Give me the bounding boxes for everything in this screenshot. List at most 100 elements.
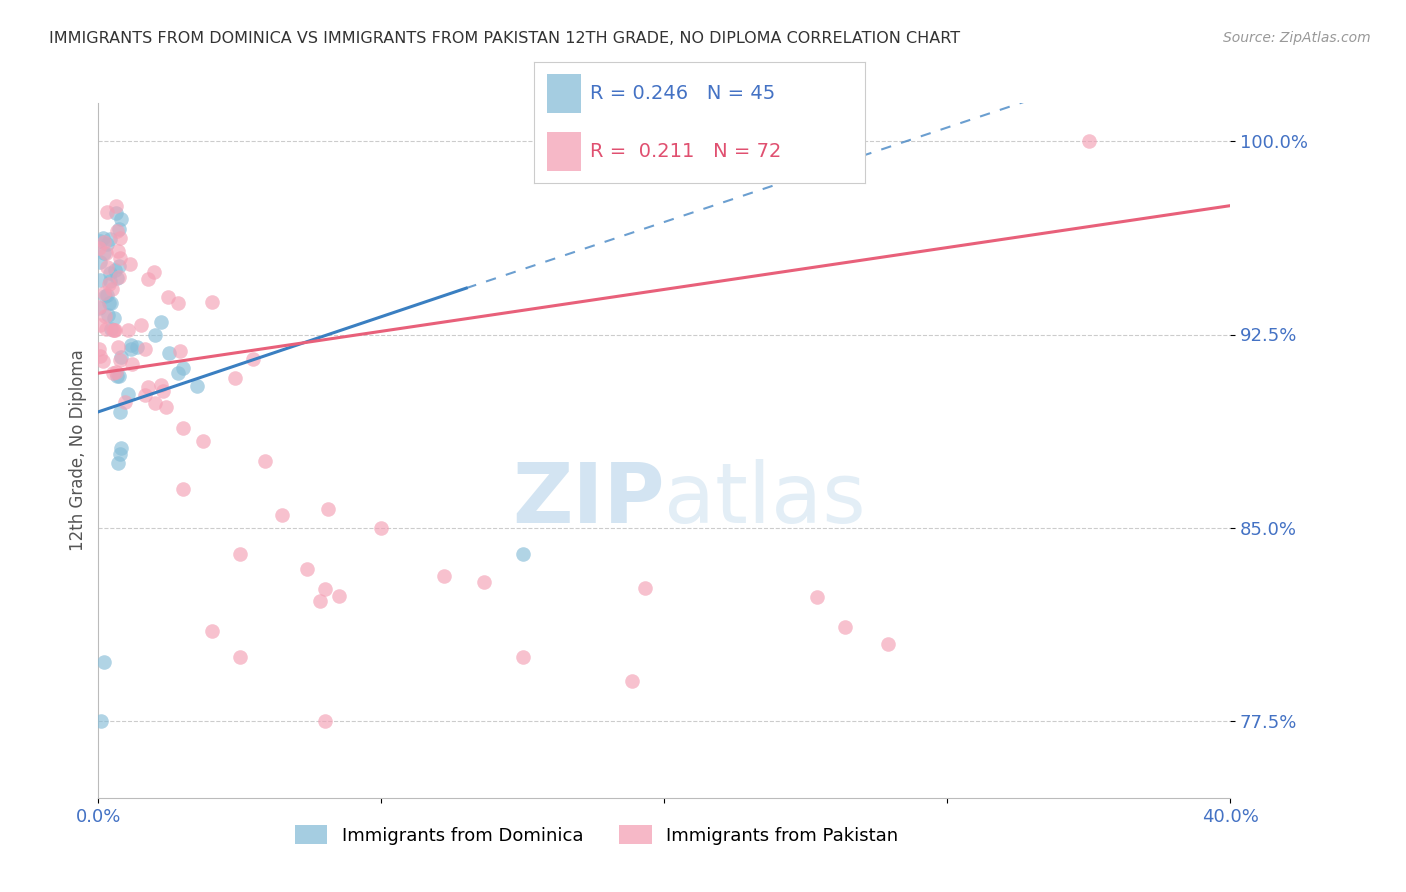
Point bbox=[105, 270, 128, 285]
Point bbox=[110, 352, 132, 367]
Text: R = 0.246   N = 45: R = 0.246 N = 45 bbox=[591, 84, 776, 103]
Point bbox=[129, 318, 152, 332]
Point bbox=[370, 521, 392, 535]
Point bbox=[96, 205, 118, 219]
Point bbox=[224, 370, 246, 384]
Point bbox=[634, 582, 657, 596]
Point bbox=[172, 420, 194, 434]
Point bbox=[89, 342, 111, 356]
Text: IMMIGRANTS FROM DOMINICA VS IMMIGRANTS FROM PAKISTAN 12TH GRADE, NO DIPLOMA CORR: IMMIGRANTS FROM DOMINICA VS IMMIGRANTS F… bbox=[49, 31, 960, 46]
Point bbox=[512, 547, 534, 561]
Point bbox=[121, 357, 143, 371]
Point bbox=[87, 300, 110, 314]
Point bbox=[97, 277, 120, 291]
Point bbox=[134, 388, 156, 402]
Point bbox=[172, 482, 194, 496]
Point bbox=[89, 273, 111, 287]
Point bbox=[94, 246, 117, 260]
Point bbox=[167, 295, 190, 310]
Point bbox=[97, 308, 120, 322]
Point bbox=[512, 649, 534, 664]
Point bbox=[328, 590, 350, 604]
Point bbox=[105, 368, 128, 383]
Point bbox=[96, 237, 118, 252]
Point bbox=[169, 343, 191, 358]
Point bbox=[110, 211, 132, 226]
Point bbox=[108, 270, 131, 285]
Legend: Immigrants from Dominica, Immigrants from Pakistan: Immigrants from Dominica, Immigrants fro… bbox=[287, 818, 905, 852]
Point bbox=[229, 547, 252, 561]
Point bbox=[314, 582, 336, 596]
Point bbox=[101, 323, 124, 337]
Point bbox=[104, 262, 127, 277]
Point bbox=[229, 649, 252, 664]
Point bbox=[108, 259, 131, 273]
Point bbox=[877, 637, 900, 651]
Point bbox=[186, 379, 208, 393]
Point bbox=[98, 266, 121, 280]
Point bbox=[108, 231, 131, 245]
Text: Source: ZipAtlas.com: Source: ZipAtlas.com bbox=[1223, 31, 1371, 45]
Point bbox=[108, 447, 131, 461]
Point bbox=[155, 400, 177, 414]
Point bbox=[157, 290, 180, 304]
Point bbox=[166, 366, 188, 380]
Point bbox=[105, 365, 128, 379]
Point bbox=[142, 265, 165, 279]
Point bbox=[90, 714, 112, 728]
Point bbox=[98, 274, 121, 288]
Point bbox=[104, 199, 127, 213]
Point bbox=[110, 350, 132, 364]
Point bbox=[107, 456, 129, 470]
Bar bbox=[547, 75, 581, 113]
Point bbox=[201, 294, 224, 309]
Point bbox=[433, 569, 456, 583]
Point bbox=[143, 327, 166, 342]
Point bbox=[91, 231, 114, 245]
Point bbox=[806, 590, 828, 604]
Point bbox=[101, 282, 124, 296]
Point bbox=[1077, 134, 1099, 148]
Point bbox=[96, 287, 118, 301]
Point bbox=[314, 714, 336, 728]
Point bbox=[89, 318, 111, 332]
Point bbox=[93, 354, 115, 368]
Point bbox=[89, 241, 111, 255]
Point bbox=[191, 434, 214, 449]
Point bbox=[93, 235, 115, 250]
Point bbox=[127, 340, 149, 354]
Point bbox=[94, 310, 117, 324]
Point bbox=[316, 501, 339, 516]
Point bbox=[134, 342, 156, 356]
Point bbox=[96, 322, 118, 336]
Point bbox=[104, 323, 127, 337]
Bar bbox=[547, 132, 581, 171]
Point bbox=[107, 244, 129, 259]
Point bbox=[201, 624, 224, 638]
Point bbox=[152, 384, 174, 398]
Point bbox=[93, 655, 115, 669]
Text: atlas: atlas bbox=[665, 458, 866, 540]
Point bbox=[108, 221, 131, 235]
Point bbox=[620, 673, 643, 688]
Point bbox=[143, 396, 166, 410]
Point bbox=[89, 349, 111, 363]
Point bbox=[138, 380, 160, 394]
Point bbox=[93, 285, 115, 300]
Point bbox=[309, 593, 332, 607]
Point bbox=[117, 387, 139, 401]
Point bbox=[103, 323, 125, 337]
Point bbox=[105, 224, 128, 238]
Point bbox=[172, 361, 194, 376]
Point bbox=[117, 323, 139, 337]
Point bbox=[110, 441, 132, 455]
Point bbox=[94, 288, 117, 302]
Point bbox=[271, 508, 294, 522]
Point bbox=[150, 378, 173, 392]
Point bbox=[253, 454, 276, 468]
Point bbox=[242, 351, 264, 366]
Point bbox=[107, 340, 129, 354]
Point bbox=[108, 368, 131, 383]
Point bbox=[110, 251, 132, 265]
Point bbox=[105, 205, 128, 219]
